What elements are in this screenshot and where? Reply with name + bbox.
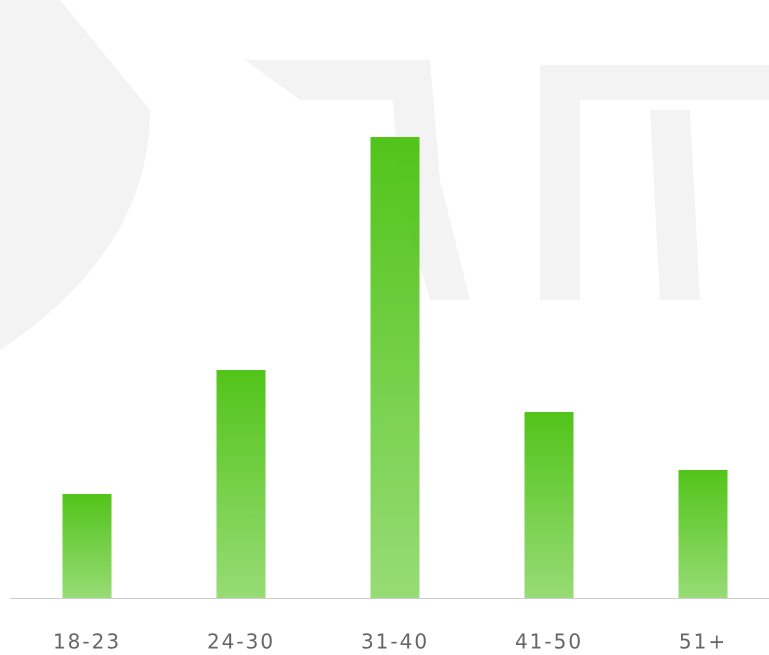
- bar: [216, 370, 266, 598]
- bar: [524, 412, 574, 598]
- bar: [370, 137, 420, 598]
- x-tick-label: 31-40: [361, 630, 429, 654]
- x-tick-label: 18-23: [53, 630, 121, 654]
- bar: [678, 470, 728, 598]
- x-tick-label: 41-50: [515, 630, 583, 654]
- x-tick-label: 51+: [679, 630, 727, 654]
- bar: [62, 494, 112, 598]
- x-tick-label: 24-30: [207, 630, 275, 654]
